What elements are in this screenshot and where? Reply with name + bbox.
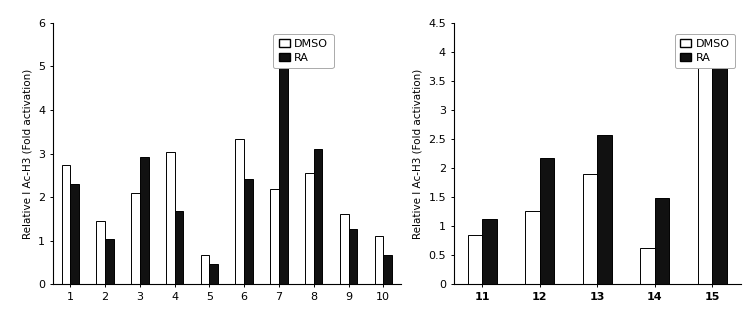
- Bar: [640, 249, 655, 284]
- Bar: [175, 211, 183, 284]
- Bar: [597, 135, 612, 284]
- Y-axis label: Relative I Ac-H3 (Fold activation): Relative I Ac-H3 (Fold activation): [23, 69, 33, 239]
- Bar: [62, 164, 70, 284]
- Bar: [132, 193, 140, 284]
- Bar: [70, 184, 79, 284]
- Bar: [482, 219, 497, 284]
- Bar: [383, 255, 392, 284]
- Y-axis label: Relative I Ac-H3 (Fold activation): Relative I Ac-H3 (Fold activation): [413, 69, 423, 239]
- Bar: [236, 139, 244, 284]
- Bar: [166, 151, 175, 284]
- Bar: [375, 236, 383, 284]
- Bar: [140, 157, 148, 284]
- Bar: [468, 235, 482, 284]
- Bar: [105, 239, 113, 284]
- Bar: [271, 189, 279, 284]
- Legend: DMSO, RA: DMSO, RA: [674, 34, 736, 68]
- Bar: [540, 158, 554, 284]
- Bar: [244, 179, 253, 284]
- Bar: [712, 60, 727, 284]
- Bar: [97, 221, 105, 284]
- Bar: [583, 174, 597, 284]
- Bar: [314, 149, 322, 284]
- Bar: [279, 66, 287, 284]
- Bar: [349, 229, 358, 284]
- Bar: [305, 173, 314, 284]
- Bar: [698, 63, 712, 284]
- Bar: [201, 255, 209, 284]
- Bar: [209, 264, 218, 284]
- Legend: DMSO, RA: DMSO, RA: [273, 34, 333, 68]
- Bar: [339, 214, 349, 284]
- Bar: [655, 198, 669, 284]
- Bar: [525, 211, 540, 284]
